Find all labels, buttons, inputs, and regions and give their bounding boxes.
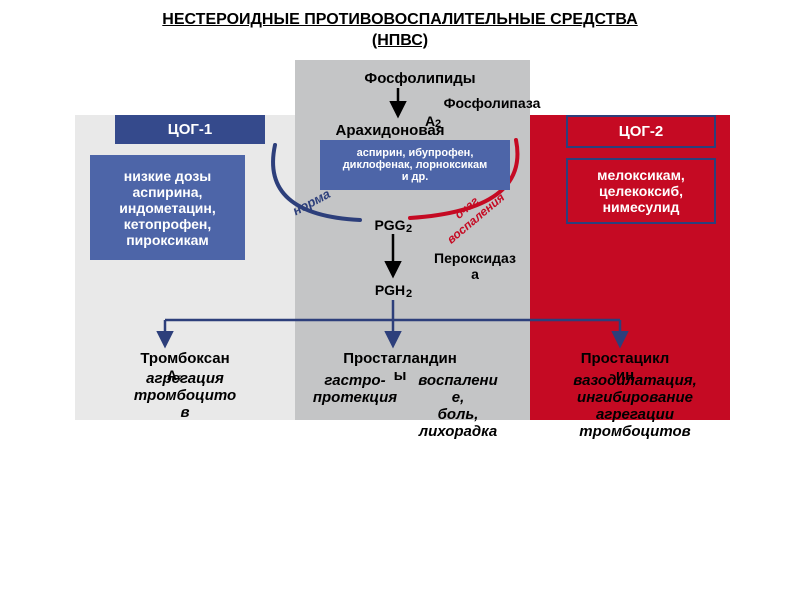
label-pgSubLeft: гастро- протекция bbox=[300, 372, 410, 406]
cox1-header-box: ЦОГ-1 bbox=[115, 115, 265, 144]
label-prostacyclinSub: вазодилатация, ингибирование агрегации т… bbox=[545, 372, 725, 440]
label-thromboxane: Тромбоксан bbox=[120, 350, 250, 367]
center-drugs-text: аспирин, ибупрофен, диклофенак, лорнокси… bbox=[343, 147, 488, 183]
label-pgh2s: 2 bbox=[404, 288, 414, 300]
cox2-drugs-text: мелоксикам, целекоксиб, нимесулид bbox=[597, 167, 685, 215]
label-thromboxaneSub: агрегация тромбоцито в bbox=[110, 370, 260, 421]
diagram-title: НЕСТЕРОИДНЫЕ ПРОТИВОВОСПАЛИТЕЛЬНЫЕ СРЕДС… bbox=[0, 10, 800, 52]
label-phospholipaseA2a: Фосфолипаза bbox=[432, 95, 552, 111]
title-line1: НЕСТЕРОИДНЫЕ ПРОТИВОВОСПАЛИТЕЛЬНЫЕ СРЕДС… bbox=[162, 11, 637, 28]
label-phospholipids: Фосфолипиды bbox=[340, 70, 500, 87]
center-drugs-box: аспирин, ибупрофен, диклофенак, лорнокси… bbox=[320, 140, 510, 190]
cox2-header-text: ЦОГ-2 bbox=[619, 123, 663, 140]
cox1-drugs-box: низкие дозы аспирина, индометацин, кетоп… bbox=[90, 155, 245, 260]
label-pgg2s: 2 bbox=[404, 223, 414, 235]
label-arachidonic: Арахидоновая bbox=[310, 122, 470, 139]
cox1-drugs-text: низкие дозы аспирина, индометацин, кетоп… bbox=[119, 168, 215, 248]
label-pgSubRight: воспалени е, боль, лихорадка bbox=[398, 372, 518, 440]
cox2-header-box: ЦОГ-2 bbox=[566, 115, 716, 148]
cox1-header-text: ЦОГ-1 bbox=[168, 121, 212, 138]
title-line2: (НПВС) bbox=[372, 32, 428, 49]
label-peroxidase: Пероксидаз а bbox=[420, 250, 530, 282]
cox2-drugs-box: мелоксикам, целекоксиб, нимесулид bbox=[566, 158, 716, 224]
